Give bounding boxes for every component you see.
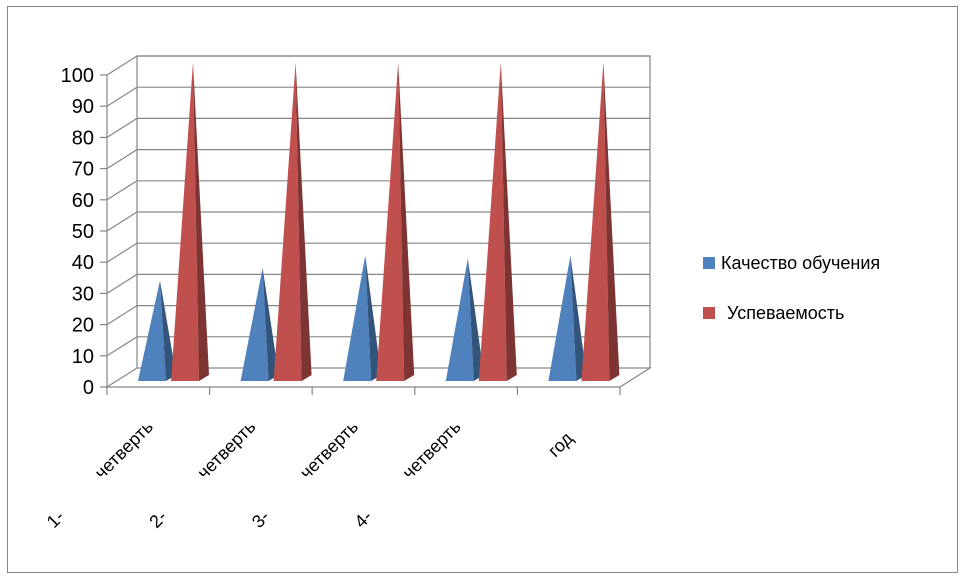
- x-tick-label-number: 1-: [43, 506, 68, 531]
- bar-side-face: [193, 62, 209, 381]
- bar-front-face: [548, 255, 577, 381]
- bar-quality-3: [343, 255, 382, 381]
- bar-side-face: [500, 62, 517, 381]
- bar-side-face: [262, 267, 279, 381]
- gridline: [106, 305, 650, 326]
- bar-side-face: [365, 255, 382, 381]
- y-tick-label: 20: [72, 315, 94, 337]
- bar-front-face: [478, 62, 507, 381]
- legend-swatch: [703, 307, 715, 319]
- gridline: [106, 242, 650, 263]
- y-tick-label: 60: [72, 190, 94, 212]
- x-tick-label-word: четверть: [398, 417, 464, 483]
- bar-front-face: [376, 62, 405, 381]
- legend-item-2: Успеваемость: [703, 303, 844, 323]
- bar-progress-2: [273, 62, 312, 381]
- bar-progress-4: [478, 62, 517, 381]
- gridline: [106, 117, 650, 138]
- y-tick-label: 40: [72, 252, 94, 274]
- gridlines: [106, 55, 650, 357]
- x-tick-label-word: четверть: [91, 417, 157, 483]
- gridline: [106, 180, 650, 201]
- bar-front-face: [138, 280, 166, 381]
- bar-front-face: [445, 258, 474, 381]
- x-tick-label-number: 2-: [145, 506, 170, 531]
- x-tick-label-word: четверть: [193, 417, 259, 483]
- y-axis: 0 10 20 30 40 50 60 70 80 90 100: [61, 65, 107, 399]
- bar-quality-4: [445, 258, 484, 381]
- y-tick-label: 0: [83, 377, 94, 399]
- x-tick-label-word: четверть: [296, 417, 362, 483]
- bar-quality-1: [138, 280, 176, 381]
- legend-label: Успеваемость: [727, 303, 844, 323]
- bar-side-face: [570, 255, 587, 381]
- bar-front-face: [171, 62, 199, 381]
- gridline: [106, 273, 650, 294]
- gridline: [106, 86, 650, 107]
- bar-front-face: [240, 267, 269, 381]
- bar-progress-3: [376, 62, 415, 381]
- x-tick-label-number: 4-: [350, 506, 375, 531]
- bar-side-face: [160, 280, 176, 381]
- gridline: [106, 336, 650, 357]
- y-tick-label: 100: [61, 65, 94, 87]
- y-tick-label: 10: [72, 346, 94, 368]
- gridline: [106, 211, 650, 232]
- gridline: [106, 149, 650, 170]
- legend-item-1: Качество обучения: [703, 253, 880, 273]
- y-tick-label: 50: [72, 221, 94, 243]
- y-tick-label: 70: [72, 159, 94, 181]
- bar-front-face: [581, 62, 610, 381]
- x-tick-label-word: год: [544, 428, 577, 461]
- bar-progress-1: [171, 62, 209, 381]
- y-tick-label: 90: [72, 96, 94, 118]
- chart-frame: [7, 6, 958, 573]
- y-tick-label: 80: [72, 127, 94, 149]
- legend-label: Качество обучения: [721, 253, 880, 273]
- gridline: [106, 55, 650, 76]
- plot-area: [138, 62, 620, 381]
- bar-front-face: [273, 62, 302, 381]
- bar-side-face: [467, 258, 484, 381]
- floor: [104, 367, 653, 395]
- bar-side-face: [398, 62, 415, 381]
- legend-swatch: [703, 257, 715, 269]
- bar-side-face: [295, 62, 312, 381]
- bar-progress-5: [581, 62, 620, 381]
- y-tick-label: 30: [72, 283, 94, 305]
- bar-front-face: [343, 255, 372, 381]
- bar-side-face: [603, 62, 620, 381]
- legend: Качество обучения Успеваемость: [703, 253, 880, 323]
- bar-quality-5: [548, 255, 587, 381]
- x-tick-label-number: 3-: [248, 506, 273, 531]
- x-axis: 1- четверть 2- четверть 3- четверть 4- четверть…: [43, 417, 577, 532]
- floor-outline: [104, 367, 653, 388]
- bar-quality-2: [240, 267, 279, 381]
